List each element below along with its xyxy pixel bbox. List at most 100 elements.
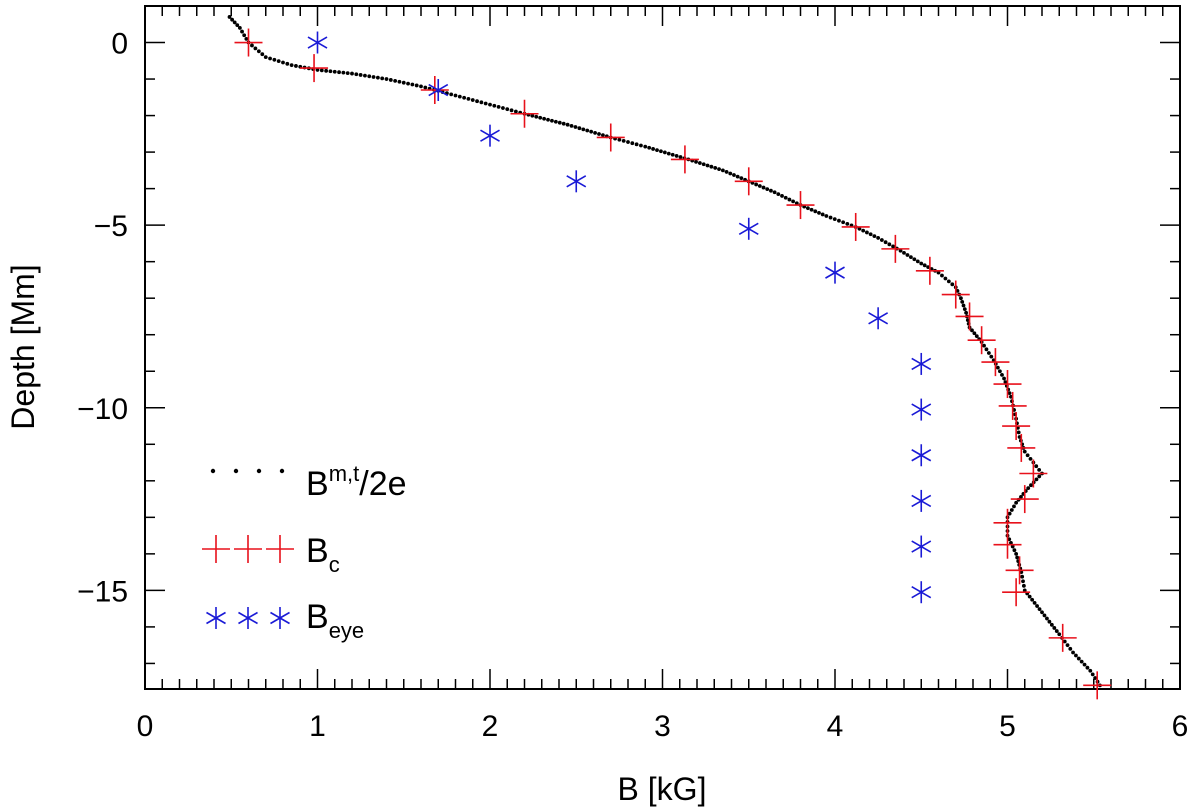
data-point-bmt (728, 171, 733, 176)
legend-plus (202, 535, 230, 563)
data-point-bmt (546, 117, 550, 122)
legend-label-bc: Bc (306, 532, 340, 577)
data-point-bmt (891, 244, 895, 249)
data-point-bmt (324, 68, 329, 73)
data-point-bmt (423, 85, 428, 90)
data-point-bmt (483, 101, 488, 106)
asterisk-stroke (480, 129, 500, 142)
data-point-bmt (887, 242, 892, 247)
data-point-bmt (1068, 646, 1073, 651)
data-point-bmt (406, 81, 410, 86)
data-point-beye (911, 398, 932, 421)
data-point-bmt (263, 55, 268, 60)
data-point-bmt (561, 121, 566, 126)
data-point-bmt (501, 106, 505, 110)
data-point-bmt (1052, 626, 1057, 630)
data-point-bmt (470, 98, 475, 102)
data-point-bmt (367, 74, 372, 79)
data-point-bmt (577, 126, 582, 131)
data-point-bmt (1020, 574, 1025, 579)
x-tick-label: 0 (137, 710, 154, 743)
legend-label-bc-sub: c (329, 552, 340, 577)
asterisk-stroke (270, 611, 290, 625)
data-point-bmt (813, 209, 818, 214)
data-point-bmt (1085, 665, 1090, 670)
data-point-bmt (872, 234, 877, 239)
data-point-bc (941, 280, 970, 309)
data-point-bmt (617, 137, 622, 142)
data-point-bmt (1037, 607, 1042, 612)
data-point-bmt (705, 163, 710, 168)
y-tick-label: 0 (111, 28, 128, 61)
legend-dot (256, 468, 262, 474)
data-point-bmt (959, 296, 963, 301)
data-point-bmt (375, 75, 380, 80)
data-point-bmt (1021, 583, 1026, 588)
data-point-beye (868, 307, 889, 330)
data-point-bc (1005, 556, 1034, 585)
data-point-bmt (1007, 391, 1012, 396)
data-point-bmt (697, 161, 702, 165)
asterisk-stroke (911, 449, 932, 462)
data-point-bmt (475, 99, 479, 104)
data-point-bmt (1016, 430, 1021, 435)
data-point-bmt (694, 159, 698, 164)
data-point-bmt (776, 192, 781, 196)
data-point-beye (428, 79, 449, 102)
data-point-bmt (922, 263, 927, 268)
data-point-bmt (995, 365, 1000, 370)
data-point-bmt (585, 128, 590, 133)
data-point-bmt (337, 70, 341, 75)
data-point-beye (825, 261, 845, 284)
data-point-bmt (1065, 643, 1070, 648)
data-point-bc (420, 76, 449, 105)
data-point-bmt (488, 102, 492, 107)
data-point-bmt (505, 107, 510, 112)
data-point-bmt (256, 49, 261, 54)
legend-label-bmt-tail: /2e (359, 465, 406, 503)
data-point-bmt (739, 176, 744, 181)
data-point-bmt (626, 140, 630, 144)
data-point-beye (480, 124, 500, 147)
data-point-bmt (332, 69, 337, 74)
data-point-bmt (1040, 610, 1044, 615)
data-point-bmt (1054, 629, 1059, 633)
data-point-bmt (876, 236, 881, 240)
data-point-bmt (662, 150, 667, 155)
data-point-bc (1002, 578, 1031, 607)
data-point-bmt (397, 79, 402, 84)
legend-label-beye: Beye (306, 598, 364, 643)
data-point-bmt (621, 139, 626, 143)
data-point-bc (955, 302, 984, 331)
data-point-bmt (1090, 672, 1095, 677)
data-point-bmt (1082, 662, 1087, 667)
data-point-bmt (565, 122, 570, 127)
data-point-bmt (384, 77, 389, 81)
legend-label-beye-sub: eye (329, 618, 364, 643)
data-point-bmt (573, 125, 578, 129)
legend-entry-bc: Bc (202, 532, 340, 577)
asterisk-stroke (911, 586, 932, 599)
data-point-bmt (1021, 579, 1025, 584)
data-point-bmt (242, 33, 247, 38)
data-point-bmt (868, 232, 873, 237)
legend-dot (233, 468, 239, 474)
x-tick-label: 3 (654, 710, 671, 743)
data-point-bmt (419, 84, 423, 89)
data-point-bmt (634, 142, 639, 147)
data-point-bmt (530, 113, 535, 118)
data-point-bmt (345, 71, 350, 76)
data-point-bmt (380, 76, 385, 81)
data-point-bmt (597, 132, 601, 136)
data-point-bmt (253, 46, 258, 51)
data-point-bmt (1010, 544, 1015, 549)
x-axis-title: B [kG] (618, 771, 707, 807)
data-point-bc (998, 391, 1027, 420)
asterisk-stroke (911, 494, 932, 508)
data-point-bmt (787, 197, 792, 202)
data-point-bmt (841, 220, 846, 225)
data-point-bc (1007, 433, 1036, 462)
data-point-bmt (569, 123, 574, 128)
data-point-bmt (462, 95, 467, 100)
